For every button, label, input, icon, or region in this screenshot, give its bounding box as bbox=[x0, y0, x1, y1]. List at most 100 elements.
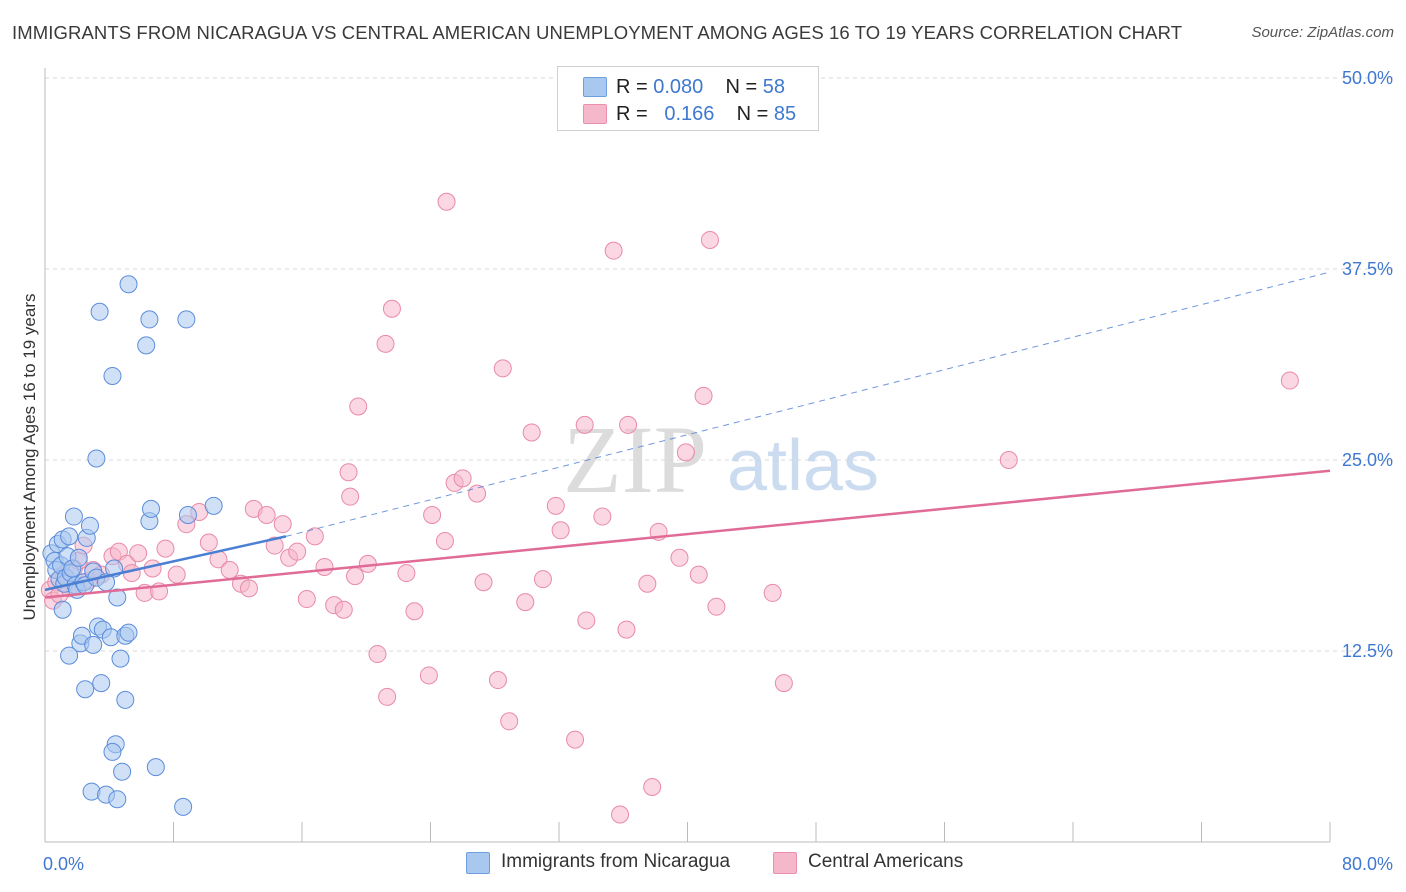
data-point-nicaragua bbox=[92, 674, 111, 693]
data-point-central-americans bbox=[199, 533, 218, 552]
data-point-central-americans bbox=[575, 415, 594, 434]
data-point-central-americans bbox=[546, 496, 565, 515]
data-point-central-americans bbox=[551, 521, 570, 540]
legend-label: Immigrants from Nicaragua bbox=[501, 851, 731, 872]
legend-swatch-blue bbox=[466, 852, 490, 874]
r-label: R = bbox=[616, 75, 648, 98]
trend-lines bbox=[44, 271, 1331, 599]
data-point-nicaragua bbox=[60, 527, 79, 546]
data-point-central-americans bbox=[297, 590, 316, 609]
trend-line-nicaragua bbox=[44, 535, 287, 592]
data-point-central-americans bbox=[1280, 371, 1299, 390]
data-point-central-americans bbox=[999, 451, 1018, 469]
y-tick-label: 50.0% bbox=[1342, 68, 1393, 88]
data-point-nicaragua bbox=[108, 588, 127, 607]
data-point-central-americans bbox=[763, 583, 782, 602]
data-point-central-americans bbox=[339, 463, 358, 482]
data-point-nicaragua bbox=[174, 797, 193, 816]
r-value: 0.166 bbox=[664, 102, 715, 125]
data-point-central-americans bbox=[516, 593, 535, 612]
data-point-central-americans bbox=[700, 230, 719, 249]
data-point-central-americans bbox=[382, 299, 401, 318]
data-point-nicaragua bbox=[119, 275, 138, 294]
data-point-nicaragua bbox=[140, 310, 159, 329]
r-label: R = bbox=[616, 102, 648, 125]
x-tick-label: 0.0% bbox=[43, 854, 84, 874]
data-point-central-americans bbox=[341, 487, 360, 506]
data-point-nicaragua bbox=[116, 690, 135, 709]
data-point-nicaragua bbox=[87, 449, 106, 468]
data-points bbox=[40, 192, 1299, 824]
data-point-nicaragua bbox=[113, 762, 132, 781]
watermark-atlas: atlas bbox=[727, 426, 879, 506]
data-point-nicaragua bbox=[103, 742, 122, 761]
data-point-central-americans bbox=[273, 515, 292, 534]
data-point-central-americans bbox=[566, 730, 585, 749]
legend-swatch-pink bbox=[583, 104, 607, 124]
legend-swatch-pink bbox=[773, 852, 797, 874]
data-point-central-americans bbox=[156, 539, 175, 558]
data-point-nicaragua bbox=[90, 302, 109, 321]
chart-title: IMMIGRANTS FROM NICARAGUA VS CENTRAL AME… bbox=[12, 22, 1183, 43]
data-point-central-americans bbox=[368, 645, 387, 664]
data-point-nicaragua bbox=[60, 646, 79, 665]
data-point-central-americans bbox=[670, 548, 689, 567]
data-point-central-americans bbox=[638, 574, 657, 593]
data-point-central-americans bbox=[288, 542, 307, 561]
n-value: 58 bbox=[762, 75, 786, 98]
data-point-central-americans bbox=[694, 386, 713, 405]
r-value: 0.080 bbox=[653, 75, 704, 98]
data-point-central-americans bbox=[617, 620, 636, 639]
data-point-central-americans bbox=[265, 536, 284, 555]
data-point-central-americans bbox=[349, 397, 368, 416]
stats-text-1: R = 0.080 N = 58 bbox=[616, 76, 785, 99]
n-label: N = bbox=[725, 75, 758, 98]
data-point-central-americans bbox=[346, 567, 365, 586]
data-point-central-americans bbox=[488, 671, 507, 690]
data-point-central-americans bbox=[533, 570, 552, 589]
data-point-nicaragua bbox=[76, 680, 95, 699]
data-point-central-americans bbox=[129, 544, 148, 563]
legend-label: Central Americans bbox=[808, 851, 964, 872]
trend-line-central-americans bbox=[44, 469, 1331, 599]
data-point-nicaragua bbox=[142, 499, 161, 518]
data-point-central-americans bbox=[604, 241, 623, 260]
y-tick-label: 37.5% bbox=[1342, 259, 1393, 279]
data-point-central-americans bbox=[257, 506, 276, 525]
data-point-central-americans bbox=[167, 565, 186, 584]
data-point-nicaragua bbox=[80, 516, 99, 535]
data-point-central-americans bbox=[611, 805, 630, 824]
stats-legend: R = 0.080 N = 58 R = 0.166 N = 85 bbox=[557, 66, 819, 131]
data-point-central-americans bbox=[474, 573, 493, 592]
data-point-central-americans bbox=[419, 666, 438, 685]
data-point-central-americans bbox=[577, 611, 596, 630]
data-point-central-americans bbox=[643, 777, 662, 796]
data-point-nicaragua bbox=[177, 310, 196, 329]
data-point-central-americans bbox=[707, 597, 726, 616]
data-point-central-americans bbox=[593, 507, 612, 526]
data-point-nicaragua bbox=[103, 366, 122, 385]
tick-labels: 12.5% 25.0% 37.5% 50.0% 0.0% 80.0% bbox=[43, 68, 1393, 874]
data-point-nicaragua bbox=[64, 507, 83, 526]
x-tick-label: 80.0% bbox=[1342, 854, 1393, 874]
data-point-central-americans bbox=[689, 565, 708, 584]
trend-line-nicaragua-extension bbox=[285, 271, 1331, 537]
data-point-nicaragua bbox=[146, 758, 165, 777]
data-point-central-americans bbox=[676, 443, 695, 462]
data-point-central-americans bbox=[453, 469, 472, 488]
data-point-central-americans bbox=[774, 674, 793, 693]
legend-swatch-blue bbox=[583, 77, 607, 97]
data-point-central-americans bbox=[468, 484, 487, 503]
data-point-central-americans bbox=[423, 506, 442, 525]
y-tick-label: 12.5% bbox=[1342, 641, 1393, 661]
data-point-central-americans bbox=[500, 712, 519, 731]
data-point-central-americans bbox=[397, 564, 416, 583]
data-point-central-americans bbox=[315, 557, 334, 576]
data-point-central-americans bbox=[619, 415, 638, 434]
data-point-central-americans bbox=[437, 192, 456, 211]
data-point-nicaragua bbox=[111, 649, 130, 668]
data-point-nicaragua bbox=[178, 506, 197, 525]
data-point-central-americans bbox=[378, 687, 397, 706]
data-point-central-americans bbox=[305, 527, 324, 546]
